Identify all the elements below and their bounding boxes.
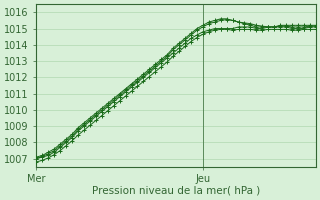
X-axis label: Pression niveau de la mer( hPa ): Pression niveau de la mer( hPa ) — [92, 186, 260, 196]
